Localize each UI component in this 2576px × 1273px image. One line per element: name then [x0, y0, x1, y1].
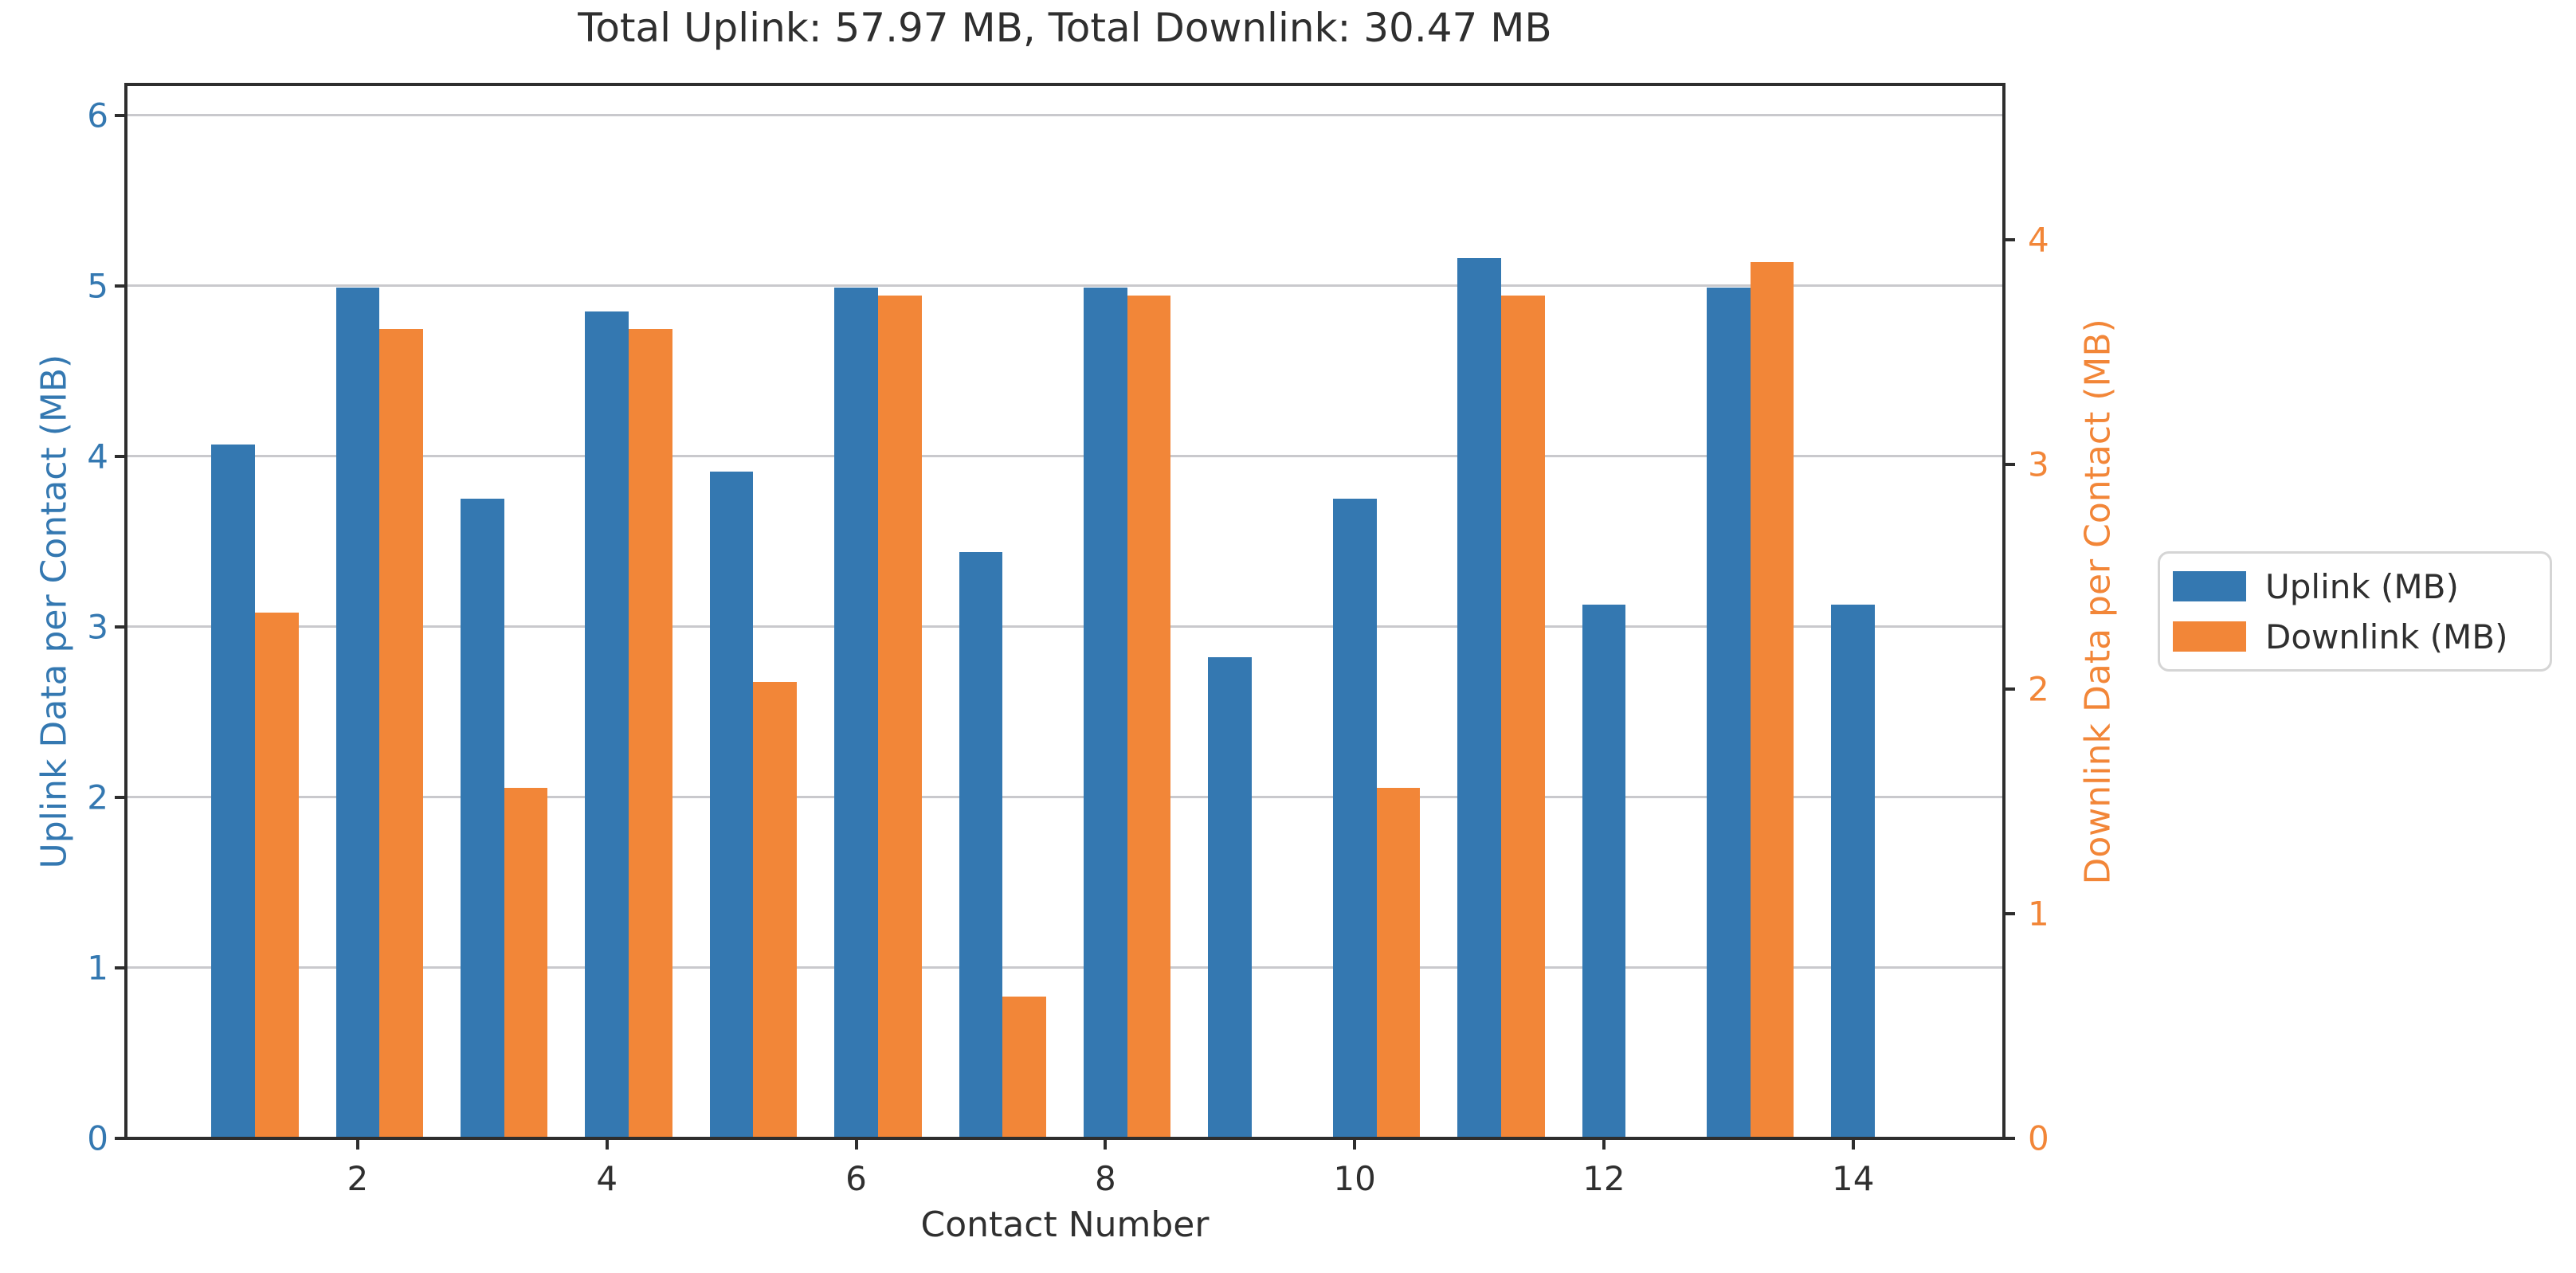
x-tick-10 [1353, 1140, 1357, 1150]
y-left-tick-label-2: 2 [87, 778, 108, 817]
legend: Uplink (MB) Downlink (MB) [2158, 551, 2552, 672]
y-left-tick-label-6: 6 [87, 96, 108, 135]
y-right-tick-4 [2006, 237, 2015, 241]
uplink-bar-4 [585, 311, 629, 1138]
x-tick-label-12: 12 [1582, 1159, 1625, 1198]
downlink-bar-4 [629, 329, 672, 1138]
uplink-bar-8 [1083, 287, 1127, 1138]
y-left-tick-5 [115, 284, 124, 288]
y-left-tick-label-3: 3 [87, 607, 108, 647]
y-right-tick-1 [2006, 911, 2015, 915]
uplink-bar-12 [1582, 604, 1626, 1138]
y-left-tick-label-4: 4 [87, 437, 108, 476]
y-right-tick-label-1: 1 [2028, 894, 2049, 934]
x-tick-12 [1602, 1140, 1606, 1150]
uplink-bar-5 [709, 471, 754, 1138]
y-left-tick-2 [115, 795, 124, 799]
uplink-bar-3 [460, 499, 504, 1138]
legend-label-uplink: Uplink (MB) [2265, 566, 2459, 606]
x-tick-label-4: 4 [596, 1159, 618, 1198]
x-tick-label-10: 10 [1333, 1159, 1376, 1198]
spine-right [2002, 83, 2006, 1140]
y-right-tick-0 [2006, 1137, 2015, 1140]
downlink-bar-5 [753, 682, 798, 1138]
downlink-bar-10 [1376, 787, 1421, 1138]
y-left-tick-1 [115, 966, 124, 969]
legend-label-downlink: Downlink (MB) [2265, 617, 2508, 656]
legend-swatch-downlink [2173, 621, 2246, 652]
y-left-tick-label-1: 1 [87, 948, 108, 988]
spine-top [124, 83, 2006, 86]
uplink-bar-10 [1332, 499, 1377, 1138]
gridline-y3 [126, 625, 2004, 629]
x-tick-4 [605, 1140, 609, 1150]
y-right-tick-label-2: 2 [2028, 669, 2049, 709]
y-right-tick-2 [2006, 687, 2015, 691]
y-right-axis-label: Downlink Data per Contact (MB) [2077, 319, 2119, 885]
x-tick-6 [854, 1140, 858, 1150]
gridline-y1 [126, 966, 2004, 969]
uplink-bar-2 [335, 287, 380, 1138]
x-tick-8 [1104, 1140, 1108, 1150]
y-left-tick-3 [115, 625, 124, 629]
gridline-y2 [126, 796, 2004, 799]
y-left-tick-label-0: 0 [87, 1118, 108, 1158]
downlink-bar-3 [504, 787, 548, 1138]
uplink-bar-6 [834, 287, 878, 1138]
downlink-bar-8 [1127, 296, 1171, 1138]
x-tick-label-2: 2 [347, 1159, 369, 1198]
y-right-tick-label-4: 4 [2028, 220, 2049, 260]
y-right-tick-label-0: 0 [2028, 1118, 2049, 1158]
y-left-tick-label-5: 5 [87, 266, 108, 306]
y-right-tick-label-3: 3 [2028, 445, 2049, 484]
legend-row-uplink: Uplink (MB) [2173, 567, 2550, 606]
uplink-bar-11 [1457, 258, 1501, 1138]
downlink-bar-1 [254, 612, 299, 1138]
uplink-bar-1 [211, 444, 255, 1138]
uplink-bar-9 [1208, 657, 1253, 1138]
downlink-bar-6 [877, 296, 922, 1138]
x-tick-label-6: 6 [845, 1159, 867, 1198]
y-left-tick-4 [115, 454, 124, 458]
x-tick-label-14: 14 [1832, 1159, 1875, 1198]
x-tick-14 [1851, 1140, 1855, 1150]
legend-row-downlink: Downlink (MB) [2173, 617, 2550, 656]
gridline-y6 [126, 114, 2004, 117]
downlink-bar-11 [1500, 296, 1545, 1138]
downlink-bar-2 [379, 329, 423, 1138]
x-tick-2 [355, 1140, 359, 1150]
legend-swatch-uplink [2173, 571, 2246, 601]
plot-area: 0 1 2 3 4 5 6 0 1 2 3 4 2 4 6 8 10 12 14 [87, 83, 2049, 1198]
downlink-bar-7 [1002, 997, 1047, 1138]
gridline-y4 [126, 455, 2004, 458]
spine-bottom [124, 1137, 2006, 1140]
uplink-bar-14 [1831, 604, 1876, 1138]
uplink-bar-13 [1706, 287, 1751, 1138]
x-axis-label: Contact Number [920, 1204, 1210, 1245]
gridline-y5 [126, 284, 2004, 288]
spine-left [124, 83, 127, 1140]
y-left-tick-6 [115, 113, 124, 117]
y-left-tick-0 [115, 1137, 124, 1140]
downlink-bar-13 [1750, 261, 1794, 1138]
y-right-tick-3 [2006, 462, 2015, 466]
chart-title: Total Uplink: 57.97 MB, Total Downlink: … [578, 5, 1552, 51]
x-tick-label-8: 8 [1094, 1159, 1116, 1198]
uplink-bar-7 [959, 551, 1003, 1138]
